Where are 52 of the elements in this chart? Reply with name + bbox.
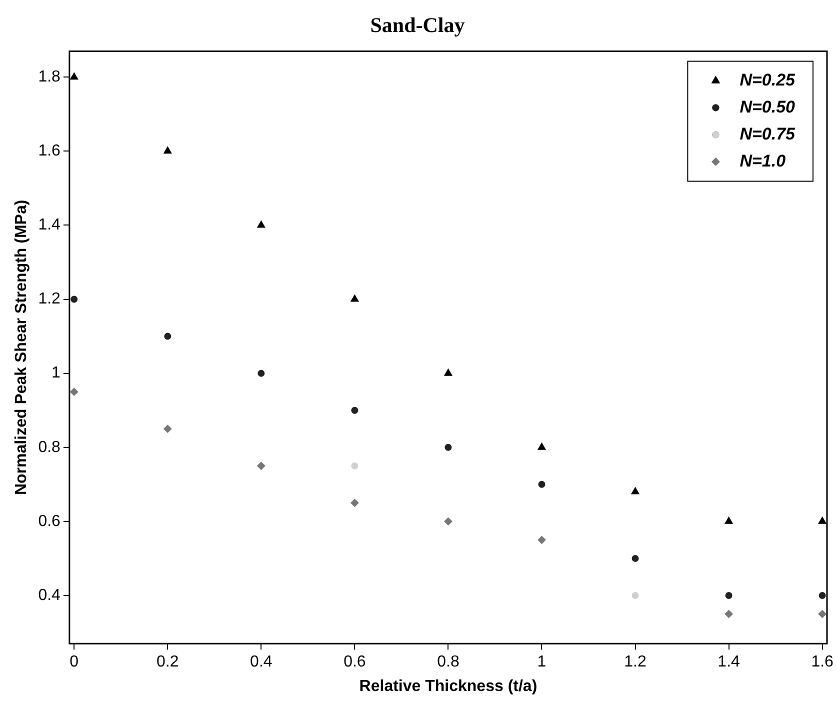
y-tick-label: 0.8 — [38, 438, 61, 456]
point — [724, 610, 733, 618]
point — [351, 406, 358, 414]
point — [444, 368, 452, 376]
point — [70, 72, 78, 80]
point — [164, 424, 172, 433]
point — [818, 610, 826, 618]
point — [818, 592, 826, 599]
point — [257, 220, 266, 228]
y-tick-label: 1 — [52, 364, 61, 382]
y-axis-title: Normalized Peak Shear Strength (MPa) — [13, 200, 30, 495]
y-tick-label: 1.2 — [38, 290, 61, 308]
x-tick-label: 0.4 — [250, 654, 272, 671]
legend-label: N=0.25 — [740, 70, 796, 90]
point — [818, 516, 826, 524]
point — [538, 536, 546, 544]
point — [632, 592, 639, 599]
x-tick-label: 1.6 — [811, 654, 834, 671]
y-tick-label: 1.8 — [38, 68, 61, 86]
legend-label: N=1.0 — [740, 151, 786, 170]
y-tick-label: 0.4 — [38, 586, 61, 604]
x-tick-label: 1 — [537, 654, 546, 671]
point — [257, 462, 266, 470]
legend-label: N=0.50 — [740, 97, 796, 116]
point — [631, 487, 640, 494]
x-tick-label: 0.6 — [344, 654, 366, 671]
point — [444, 517, 452, 526]
point — [70, 296, 78, 303]
point — [351, 462, 358, 470]
point — [725, 592, 732, 599]
point — [538, 480, 546, 488]
point — [164, 332, 172, 340]
point — [350, 294, 359, 302]
point — [164, 146, 172, 154]
y-tick-label: 1.4 — [38, 216, 61, 234]
legend-label: N=0.75 — [740, 124, 796, 144]
y-tick-label: 1.6 — [38, 142, 61, 160]
point — [258, 370, 265, 377]
chart-title: Sand-Clay — [370, 13, 466, 38]
x-tick-label: 0 — [70, 654, 79, 671]
point — [444, 444, 452, 451]
point — [70, 388, 78, 396]
x-tick-label: 1.4 — [718, 654, 740, 671]
point — [632, 554, 639, 562]
x-tick-label: 0.2 — [156, 654, 179, 671]
x-tick-label: 1.2 — [624, 654, 646, 671]
x-axis-title: Relative Thickness (t/a) — [359, 678, 538, 695]
point — [538, 442, 546, 450]
x-tick-label: 0.8 — [437, 654, 460, 671]
point — [350, 498, 359, 507]
y-tick-label: 0.6 — [38, 512, 61, 530]
point — [724, 516, 733, 524]
